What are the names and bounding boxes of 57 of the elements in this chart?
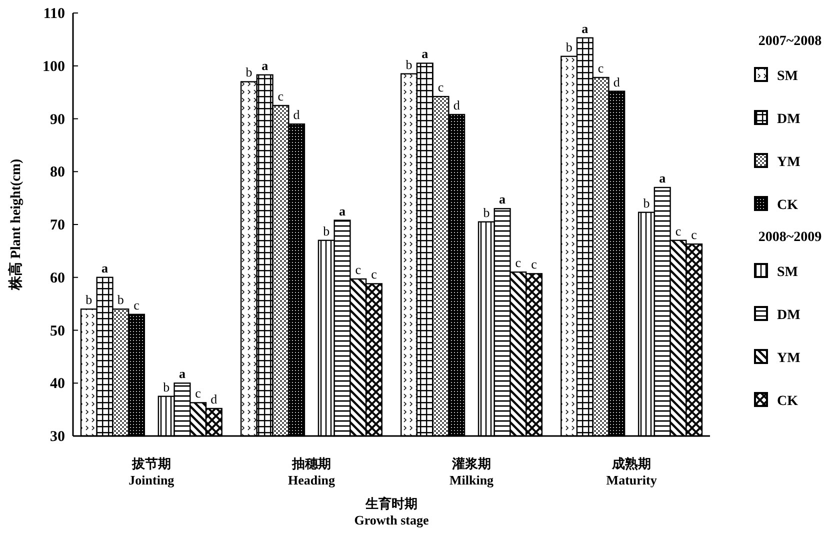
data-label: a (582, 20, 589, 36)
data-label: c (675, 223, 682, 238)
data-label: a (178, 366, 186, 382)
legend-label: YM (777, 155, 800, 170)
x-tick-label: 灌浆期 Milking (449, 456, 494, 488)
legend-label: CK (777, 198, 798, 213)
data-label: b (246, 64, 252, 80)
data-label: c (438, 80, 444, 95)
data-label: c (691, 227, 698, 242)
data-label: b (323, 223, 330, 238)
data-label: a (422, 46, 429, 62)
data-label: b (86, 292, 92, 308)
data-label: d (613, 74, 620, 90)
data-label: a (102, 260, 109, 276)
data-label: c (195, 386, 202, 401)
data-label: a (339, 203, 346, 218)
legend-label: SM (777, 265, 798, 280)
data-label: c (278, 88, 284, 104)
text: 2008~2009 (758, 230, 822, 245)
y-tick-label: 30 (50, 429, 65, 445)
data-label: d (453, 98, 460, 113)
data-label: b (643, 195, 650, 210)
y-axis-title: 株高 Plant height(cm) (7, 158, 24, 292)
data-label: a (499, 192, 506, 207)
data-label: a (659, 170, 666, 186)
text: 2007~2008 (758, 34, 822, 49)
x-tick-label: 成熟期 Maturity (606, 456, 658, 488)
data-label: c (515, 255, 522, 270)
data-label: d (210, 392, 218, 407)
legend-label: YM (777, 351, 800, 366)
data-label: a (262, 58, 269, 73)
x-tick-label: 抽穗期 Heading (288, 456, 336, 488)
y-tick-label: 70 (50, 218, 65, 234)
data-label: b (406, 56, 412, 72)
data-label: c (598, 60, 604, 76)
legend-label: SM (777, 69, 798, 84)
y-tick-label: 40 (50, 376, 65, 392)
x-axis-title: 生育时期 Growth stage (354, 496, 429, 528)
data-label: b (566, 39, 572, 54)
y-tick-label: 50 (50, 323, 65, 340)
y-tick-label: 90 (50, 112, 65, 128)
data-label: c (531, 256, 538, 272)
data-label: b (117, 292, 124, 308)
y-tick-label: 60 (50, 270, 65, 286)
x-tick-label: 拔节期 Jointing (128, 456, 175, 488)
y-tick-label: 80 (50, 164, 65, 181)
data-label: b (483, 204, 490, 220)
legend-label: DM (777, 308, 800, 323)
data-label: c (134, 297, 140, 312)
data-label: c (355, 262, 362, 277)
y-tick-label: 110 (43, 6, 65, 22)
data-label: c (371, 266, 378, 282)
data-label: b (163, 379, 170, 394)
y-tick-label: 100 (42, 58, 65, 75)
legend-label: CK (777, 394, 798, 409)
legend-label: DM (777, 112, 800, 127)
data-label: d (293, 107, 300, 122)
